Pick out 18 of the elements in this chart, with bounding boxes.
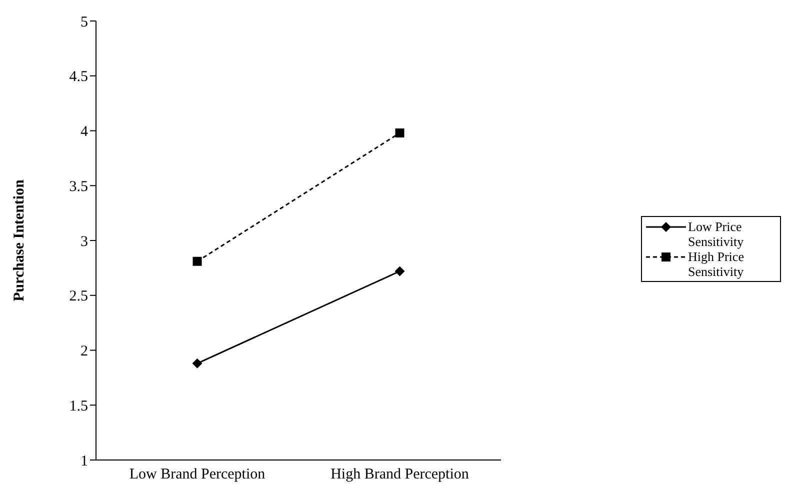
point (395, 128, 404, 138)
legend-label: High Price Sensitivity (688, 249, 744, 279)
y-axis-title: Purchase Intention (11, 178, 28, 302)
y-tick-label: 4.5 (69, 69, 88, 86)
y-tick-label: 1.5 (69, 398, 88, 414)
point (394, 266, 405, 276)
y-tick-label: 1 (80, 453, 88, 470)
legend-label: Low Price Sensitivity (688, 219, 744, 249)
y-tick-label: 2.5 (69, 288, 88, 305)
y-tick-label: 3.5 (69, 178, 88, 195)
y-tick-label: 4 (80, 124, 88, 140)
x-tick-label: High Brand Perception (330, 466, 470, 483)
y-tick-label: 2 (80, 344, 88, 360)
point (192, 358, 202, 368)
point (192, 256, 202, 266)
y-tick-label: 5 (80, 14, 88, 30)
x-tick-label: Low Brand Perception (129, 466, 266, 483)
y-tick-label: 3 (80, 234, 88, 250)
